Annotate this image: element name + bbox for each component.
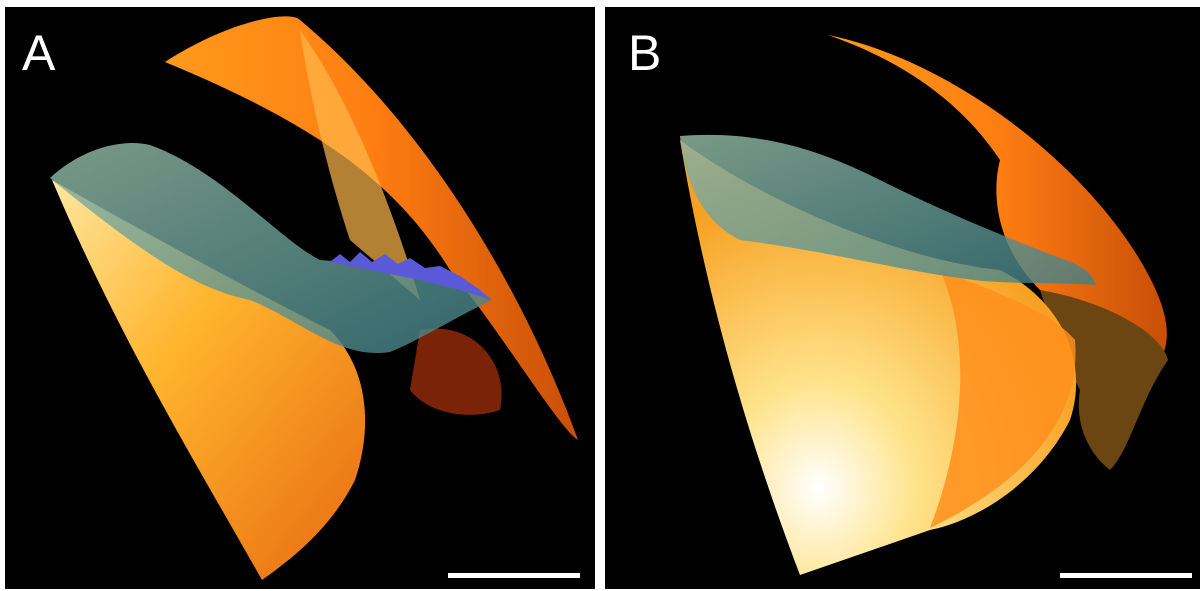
panel-b: B bbox=[605, 7, 1200, 589]
scale-bar bbox=[448, 573, 580, 578]
scale-bar bbox=[1060, 573, 1192, 578]
panel-a: A bbox=[5, 7, 595, 589]
panel-label: A bbox=[22, 25, 56, 81]
panel-label: B bbox=[628, 25, 661, 81]
separator bbox=[597, 0, 603, 591]
figure: A B bbox=[0, 0, 1204, 591]
page: A B (() => { const data = JSON.parse(doc… bbox=[0, 0, 1204, 591]
